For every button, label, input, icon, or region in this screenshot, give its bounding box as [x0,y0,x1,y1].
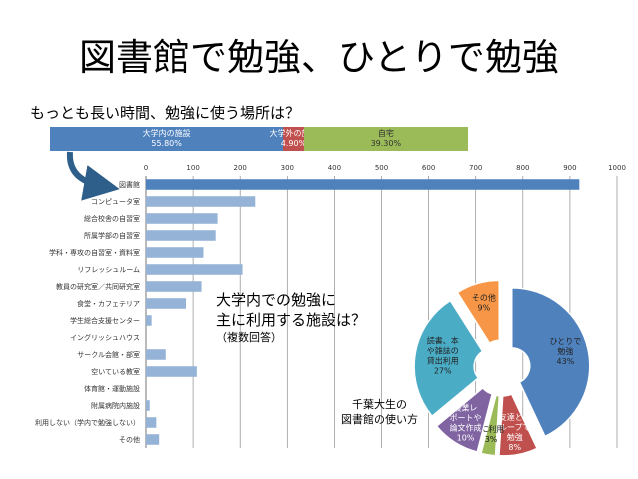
category-label: 食堂・カフェテリア [77,299,140,308]
stack-segment-name: 大学内の施設 [142,129,191,138]
stack-segment-value: 39.30% [370,139,402,148]
category-label: 学科・専攻の自習室・資料室 [49,248,140,257]
pie-label-line: 貸出利用 [427,356,459,366]
x-tick-label: 900 [563,164,576,172]
question-text: もっとも長い時間、勉強に使う場所は？ [30,104,301,122]
pie-slice [413,299,484,418]
pie-label-line: 10% [457,433,475,442]
annotation: 大学内での勉強に 主に利用する施設は？ （複数回答） [216,290,366,345]
category-label: 学生総合支援センター [70,316,140,325]
category-label: コンピュータ室 [91,197,140,206]
x-tick-label: 300 [281,164,294,172]
pie-slice [498,393,539,457]
stack-segment-campus: 大学内の施設 55.80% [50,127,284,151]
pie-label-line: 3% [485,435,498,444]
bar [146,434,160,445]
pie-slice [435,386,494,453]
pie-label-line: ひとりで [550,337,582,346]
category-label: サークル会館・部室 [77,350,140,359]
pie-label-line: 27% [434,367,452,376]
bar [146,264,243,275]
bar [146,247,204,258]
pie-label-line: 8% [508,443,521,452]
slide-title: 図書館で勉強、ひとりで勉強 [79,36,559,79]
stack-segment-name: 自宅 [377,129,394,138]
pie-label-line: その他 [472,293,496,303]
bar [146,230,216,241]
pie-label: その他 9% [472,293,496,313]
bar [146,400,150,411]
x-tick-label: 200 [234,164,247,172]
pie-label: 読書、本や雑誌の貸出利用 27% [427,336,459,376]
pie-label-line: 9% [478,304,491,313]
caption-line: 図書館の使い方 [341,413,418,426]
pie-label: 授業レポートや論文作成 10% [450,402,482,442]
bar [146,298,187,309]
pie-label-line: 授業レ [454,402,478,412]
pie-label: PC利用 3% [478,424,504,444]
pie-label: 友達とグループで勉強 8% [499,412,531,452]
annotation-line: 主に利用する施設は？ [216,311,367,329]
x-tick-label: 100 [186,164,199,172]
x-tick-label: 0 [144,164,148,172]
category-label: 所属学部の自習室 [84,231,140,240]
pie-slice [480,394,501,457]
pie-label-line: 勉強 [557,346,573,356]
x-tick-label: 400 [328,164,341,172]
stack-segment-value: 4.90% [280,139,307,148]
pie-label-line: 読書、本 [427,336,459,346]
pie-label-line: や雑誌の [427,346,459,356]
category-label: イングリッシュハウス [70,333,140,342]
pie-label-line: PC利用 [478,424,504,434]
bar [146,366,197,377]
caption-line: 千葉大生の [352,398,407,411]
pie-label-line: ポートや [450,413,482,422]
stacked-bar: 大学内の施設 55.80% 大学外の施設 4.90% 自宅 39.30% [50,127,468,151]
pie-slice [511,287,591,438]
category-label: 体育館・運動施設 [84,384,140,393]
annotation-line: 大学内での勉強に [216,291,337,309]
bar [146,213,218,224]
curved-arrow [66,151,120,201]
bar [146,349,166,360]
pie-label-line: 43% [557,357,575,366]
x-tick-label: 800 [516,164,529,172]
bar [146,179,580,190]
category-label: 図書館 [119,180,140,189]
pie-label: ひとりで勉強 43% [550,337,582,366]
stack-segment-home: 自宅 39.30% [303,127,468,151]
category-label: 附属病院内施設 [91,401,140,410]
x-tick-label: 1000 [608,164,626,172]
x-tick-label: 700 [469,164,482,172]
stack-segment-value: 55.80% [151,139,182,148]
stack-segment-name: 大学外の施設 [269,129,318,138]
pie-label-line: ループで [499,423,531,432]
pie-label-line: 論文作成 [450,422,482,432]
category-label: 教員の研究室／共同研究室 [56,282,140,291]
category-label: 利用しない（学内で勉強しない） [35,418,140,427]
x-tick-label: 600 [422,164,435,172]
category-label: リフレッシュルーム [77,266,140,274]
pie-slice [456,279,500,345]
pie-label-line: 友達とグ [499,412,531,422]
category-label: 空いている教室 [91,367,140,376]
bar [146,315,152,326]
x-tick-label: 500 [375,164,388,172]
bar [146,196,256,207]
stack-segment-offcampus: 大学外の施設 4.90% [269,127,317,151]
bar [146,281,202,292]
pie-label-line: 勉強 [507,432,523,442]
category-label: その他 [119,435,140,444]
pie-caption: 千葉大生の 図書館の使い方 [341,397,418,427]
bar [146,417,157,428]
category-label: 総合校舎の自習室 [84,214,140,223]
annotation-note: （複数回答） [216,331,282,344]
